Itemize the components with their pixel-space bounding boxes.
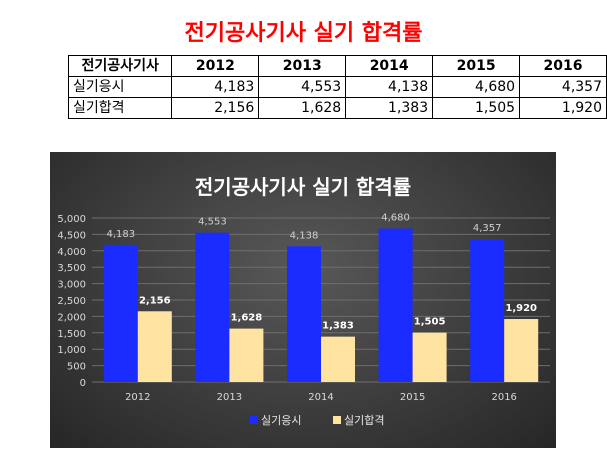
y-tick-label: 4,000 xyxy=(57,247,86,258)
table-row-label: 실기응시 xyxy=(67,76,173,98)
table-cell: 1,628 xyxy=(258,97,347,119)
y-tick-label: 1,500 xyxy=(57,329,86,340)
y-tick-label: 5,000 xyxy=(57,214,86,225)
bar-chart: 전기공사기사 실기 합격률 0 500 1,000 1,500 2,000 2,500 3,0… xyxy=(50,152,556,448)
legend-label: 실기합격 xyxy=(344,414,384,427)
table-cell: 1,505 xyxy=(432,97,521,119)
data-label: 1,383 xyxy=(322,321,354,332)
x-tick-label: 2013 xyxy=(217,392,242,403)
bar-applicants xyxy=(287,246,321,382)
table-cell: 4,680 xyxy=(432,76,521,98)
x-tick-label: 2014 xyxy=(308,392,333,403)
bar-applicants xyxy=(470,239,505,382)
table-cell: 4,553 xyxy=(258,76,347,98)
data-label: 1,920 xyxy=(505,303,537,314)
bar-applicants xyxy=(378,228,413,382)
table-header-year: 2015 xyxy=(432,55,521,77)
data-label: 4,553 xyxy=(198,217,227,228)
x-tick-label: 2015 xyxy=(400,392,425,403)
bar-applicants xyxy=(195,232,230,382)
stats-table: 전기공사기사 2012 2013 2014 2015 2016 실기응시 4,1… xyxy=(67,55,607,119)
y-tick-label: 2,500 xyxy=(57,296,86,307)
data-label: 4,357 xyxy=(473,223,502,234)
bar-passed xyxy=(321,336,355,382)
table-header-label: 전기공사기사 xyxy=(67,55,173,77)
chart-canvas: 전기공사기사 실기 합격률 0 500 1,000 1,500 2,000 2,500 3,0… xyxy=(57,175,550,427)
table-header-row: 전기공사기사 2012 2013 2014 2015 2016 xyxy=(67,55,607,77)
x-tick-label: 2012 xyxy=(125,392,150,403)
table-cell: 4,138 xyxy=(345,76,434,98)
data-label: 4,680 xyxy=(381,212,410,223)
table-cell: 1,920 xyxy=(519,97,607,119)
y-tick-label: 0 xyxy=(80,378,86,389)
data-label: 2,156 xyxy=(139,295,171,306)
table-cell: 4,183 xyxy=(171,76,260,98)
data-label: 1,505 xyxy=(414,317,446,328)
table-header-year: 2016 xyxy=(519,55,607,77)
table-row-label: 실기합격 xyxy=(67,97,173,119)
legend-swatch xyxy=(250,416,258,424)
bar-passed xyxy=(137,311,172,382)
table-header-year: 2014 xyxy=(345,55,434,77)
chart-title: 전기공사기사 실기 합격률 xyxy=(195,175,411,199)
y-tick-label: 2,000 xyxy=(57,312,86,323)
y-tick-label: 1,000 xyxy=(57,345,86,356)
data-label: 4,183 xyxy=(106,229,135,240)
bar-passed xyxy=(504,319,539,382)
y-tick-label: 3,000 xyxy=(57,280,86,291)
legend-swatch xyxy=(333,416,341,424)
data-label: 4,138 xyxy=(290,230,319,241)
table-cell: 1,383 xyxy=(345,97,434,119)
bar-passed xyxy=(412,332,447,382)
y-tick-label: 500 xyxy=(67,362,86,373)
table-cell: 4,357 xyxy=(519,76,607,98)
bar-applicants xyxy=(103,244,138,382)
y-tick-label: 4,500 xyxy=(57,230,86,241)
table-row: 실기응시 4,183 4,553 4,138 4,680 4,357 xyxy=(67,76,607,98)
y-tick-label: 3,500 xyxy=(57,263,86,274)
table-header-year: 2012 xyxy=(171,55,260,77)
table-cell: 2,156 xyxy=(171,97,260,119)
data-label: 1,628 xyxy=(231,313,263,324)
legend-label: 실기응시 xyxy=(261,414,301,427)
page-title: 전기공사기사 실기 합격률 xyxy=(184,21,423,46)
x-tick-label: 2016 xyxy=(491,392,516,403)
table-row: 실기합격 2,156 1,628 1,383 1,505 1,920 xyxy=(67,97,607,119)
bar-passed xyxy=(229,328,264,382)
table-header-year: 2013 xyxy=(258,55,347,77)
